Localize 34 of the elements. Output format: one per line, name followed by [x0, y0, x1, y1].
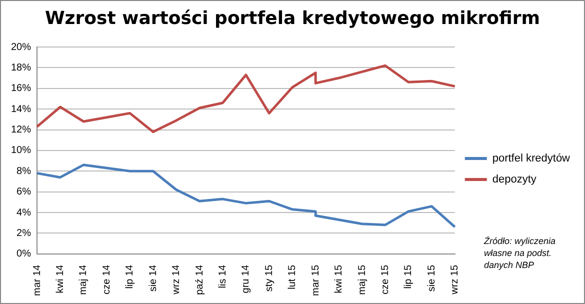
y-tick-label: 16%	[11, 83, 32, 94]
x-tick-label: kwi 15	[334, 264, 345, 294]
x-tick-label: lip 14	[124, 264, 136, 289]
x-tick-label: paź 14	[194, 264, 206, 295]
x-tick-label: mar 15	[310, 264, 322, 296]
y-tick-label: 4%	[16, 207, 32, 218]
legend-label: depozyty	[492, 174, 537, 186]
x-tick-label: cze 15	[380, 264, 391, 294]
text: Źródło: wyliczenia własne na podst. danych NBP	[484, 235, 557, 271]
x-tick-label: sty 15	[264, 264, 275, 292]
x-tick-label: maj 15	[356, 264, 368, 295]
x-tick-label: kwi 14	[54, 264, 66, 294]
chart-title: Wzrost wartości portfela kredytowego mikrofirm	[44, 8, 542, 29]
y-tick-label: 20%	[11, 42, 32, 53]
legend-label: portfel kredytów	[492, 152, 570, 165]
y-tick-label: 14%	[11, 104, 32, 115]
y-tick-label: 6%	[16, 186, 32, 198]
x-tick-label: mar 14	[32, 264, 43, 296]
y-tick-label: 10%	[11, 145, 32, 156]
x-tick-label: sie 14	[148, 264, 159, 292]
y-tick-label: 8%	[16, 166, 32, 177]
x-tick-label: cze 14	[101, 264, 112, 294]
x-tick-label: lut 15	[287, 264, 298, 290]
x-tick-label: wrz 15	[450, 264, 461, 296]
x-tick-label: lis 14	[217, 264, 228, 288]
y-tick-label: 0%	[16, 248, 32, 260]
y-tick-label: 2%	[16, 228, 32, 239]
x-tick-label: maj 14	[78, 264, 90, 295]
x-tick-label: gru 14	[240, 264, 252, 294]
y-tick-label: 12%	[11, 124, 32, 136]
x-tick-label: lip 15	[403, 264, 414, 289]
x-tick-label: sie 15	[426, 264, 438, 292]
x-tick-label: wrz 14	[171, 264, 182, 296]
y-tick-label: 18%	[11, 62, 32, 74]
